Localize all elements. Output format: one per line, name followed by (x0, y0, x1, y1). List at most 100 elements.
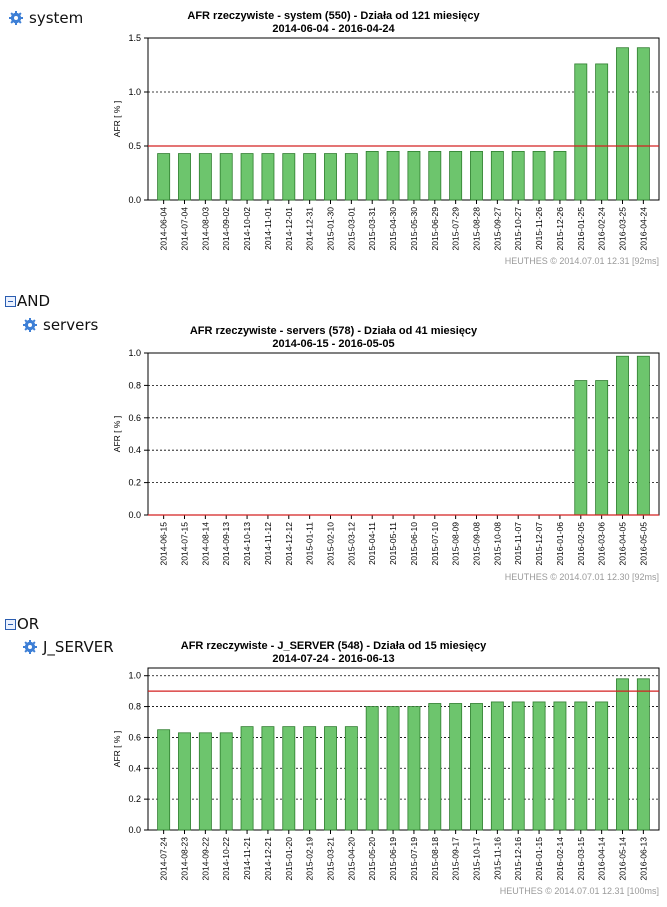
x-tick-label: 2015-01-20 (284, 837, 294, 881)
x-tick-label: 2015-01-11 (305, 522, 315, 565)
x-tick-label: 2015-05-30 (409, 207, 419, 251)
y-axis-label: AFR [ % ] (112, 416, 122, 452)
x-tick-label: 2015-08-18 (430, 837, 440, 881)
bar (574, 63, 588, 201)
x-tick-label: 2016-03-25 (618, 207, 628, 251)
x-tick-label: 2016-02-05 (576, 522, 586, 566)
chart-footer-servers: HEUTHES © 2014.07.01 12.30 [92ms] (504, 572, 659, 582)
tree-item-and[interactable]: AND (5, 292, 50, 310)
x-tick-label: 2015-12-16 (513, 837, 523, 881)
x-tick-label: 2016-04-14 (597, 837, 607, 881)
bar (428, 151, 442, 201)
y-tick-label: 0.6 (128, 732, 141, 742)
x-tick-label: 2014-08-03 (200, 207, 210, 251)
x-tick-label: 2015-11-16 (492, 837, 502, 880)
x-tick-label: 2016-01-15 (534, 837, 544, 881)
tree-item-j-server[interactable]: J_SERVER (23, 638, 114, 656)
x-tick-label: 2014-07-04 (180, 207, 190, 251)
bar (282, 726, 296, 831)
bar (303, 153, 317, 201)
bar (365, 151, 379, 201)
x-tick-label: 2015-04-20 (346, 837, 356, 881)
x-tick-label: 2016-02-14 (555, 837, 565, 881)
x-tick-label: 2015-06-29 (430, 207, 440, 251)
bar (449, 151, 463, 201)
y-tick-label: 0.4 (128, 763, 141, 773)
x-tick-label: 2015-11-07 (513, 522, 523, 565)
bar (616, 47, 629, 201)
x-tick-label: 2016-05-14 (618, 837, 628, 881)
x-tick-label: 2015-02-10 (326, 522, 336, 566)
y-tick-label: 0.8 (128, 380, 141, 390)
x-tick-label: 2015-02-19 (305, 837, 315, 881)
bar (261, 153, 275, 201)
x-tick-label: 2014-09-13 (221, 522, 231, 566)
bar (449, 703, 463, 831)
y-tick-label: 0.0 (128, 195, 141, 205)
x-tick-label: 2015-10-27 (513, 207, 523, 251)
x-tick-label: 2015-01-30 (326, 207, 336, 251)
tree-item-servers[interactable]: servers (23, 316, 98, 334)
x-tick-label: 2015-03-01 (346, 207, 356, 251)
collapse-icon[interactable] (5, 295, 16, 307)
bar (178, 153, 191, 201)
x-tick-label: 2015-10-08 (492, 522, 502, 566)
x-tick-label: 2016-01-25 (576, 207, 586, 251)
y-tick-label: 0.0 (128, 510, 141, 520)
bar (470, 703, 483, 831)
x-tick-label: 2014-10-13 (242, 522, 252, 566)
bar (407, 151, 421, 201)
chart-title-servers: AFR rzeczywiste - servers (578) - Działa… (189, 325, 478, 337)
x-tick-label: 2015-07-10 (430, 522, 440, 566)
gear-icon (9, 11, 23, 25)
y-tick-label: 1.5 (128, 33, 141, 43)
x-tick-label: 2015-08-28 (472, 207, 482, 251)
bar (470, 151, 483, 201)
afr-chart-system: 0.0 0.5 1.0 1.5 AFR [ % ] 2014-06-04 2014-07-0… (112, 33, 660, 251)
bar (511, 151, 525, 201)
tree-label-and: AND (17, 292, 51, 310)
y-tick-label: 0.8 (128, 702, 141, 712)
bar (219, 732, 233, 831)
y-tick-label: 0.5 (128, 141, 141, 151)
x-tick-label: 2016-04-05 (618, 522, 628, 566)
bar (490, 701, 504, 831)
x-tick-label: 2014-12-21 (263, 837, 273, 881)
x-tick-label: 2014-10-02 (242, 207, 252, 251)
bar (219, 153, 233, 201)
tree-label-system: system (29, 9, 84, 27)
x-tick-label: 2015-06-19 (388, 837, 398, 881)
x-tick-label: 2015-09-27 (492, 207, 502, 251)
x-tick-label: 2015-12-07 (534, 522, 544, 566)
y-tick-label: 0.6 (128, 413, 141, 423)
bar (282, 153, 296, 201)
x-tick-label: 2014-06-15 (159, 522, 169, 566)
bar (407, 706, 421, 831)
bar (616, 355, 629, 516)
bar (595, 701, 609, 831)
bar (532, 151, 546, 201)
chart-title-system: AFR rzeczywiste - system (550) - Działa … (187, 10, 480, 22)
x-tick-label: 2016-03-15 (576, 837, 586, 881)
tree-item-system[interactable]: system (9, 9, 83, 27)
bar (574, 701, 588, 831)
chart-title-j-server: AFR rzeczywiste - J_SERVER (548) - Dział… (180, 640, 487, 652)
bar (636, 355, 650, 516)
tree-item-or[interactable]: OR (5, 615, 39, 633)
bar (532, 701, 546, 831)
x-tick-label: 2016-03-06 (597, 522, 607, 566)
collapse-icon[interactable] (5, 618, 16, 630)
bar (344, 153, 358, 201)
x-tick-label: 2015-04-30 (388, 207, 398, 251)
bar (178, 732, 191, 831)
bar (198, 732, 212, 831)
bar (636, 47, 650, 201)
chart-footer-j-server: HEUTHES © 2014.07.01 12.31 [100ms] (499, 886, 659, 896)
x-tick-label: 2014-12-31 (305, 207, 315, 251)
bar (553, 701, 567, 831)
y-axis-label: AFR [ % ] (112, 101, 122, 137)
gear-icon (23, 640, 37, 654)
y-tick-label: 1.0 (128, 671, 141, 681)
bar (386, 706, 400, 831)
x-tick-label: 2016-02-24 (597, 207, 607, 251)
